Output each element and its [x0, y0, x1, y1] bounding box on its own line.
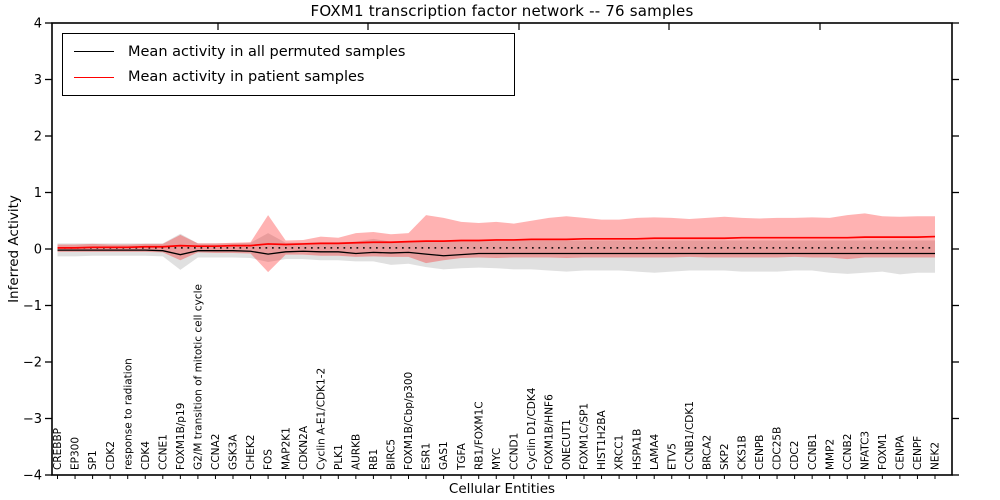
x-tick-label: CHEK2 [245, 435, 257, 470]
x-tick-label: CCNE1 [157, 434, 169, 470]
patient-mean-line [57, 235, 936, 249]
x-tick-label: CDC2 [789, 441, 801, 470]
x-tick-label: XRCC1 [614, 435, 626, 470]
x-tick-label: AURKB [350, 434, 362, 470]
y-tick-label: 1 [34, 186, 42, 201]
x-tick-label: RB1 [368, 449, 380, 470]
x-tick-label: Cyclin D1/CDK4 [526, 387, 538, 470]
permuted-mean-line [57, 249, 935, 257]
x-tick-label: FOXM1B/HNF6 [544, 394, 556, 470]
x-tick-label: CCNB1/CDK1 [684, 401, 696, 470]
x-tick-label: CCND1 [508, 433, 520, 470]
x-tick-label: TGFA [456, 442, 468, 471]
y-tick-label: −4 [23, 469, 42, 484]
legend-item-patient: Mean activity in patient samples [74, 69, 514, 85]
x-tick-label: HIST1H2BA [596, 409, 608, 470]
x-tick-label: MYC [491, 448, 503, 470]
legend-line-sample-red [74, 76, 114, 78]
y-tick-label: −1 [23, 299, 42, 314]
x-tick-label: CENPF [912, 436, 924, 470]
x-tick-label: MAP2K1 [280, 427, 292, 470]
y-tick-label: 3 [34, 73, 42, 88]
x-tick-label: NFATC3 [859, 431, 871, 470]
x-tick-label: FOXM1B/Cbp/p300 [403, 372, 415, 470]
x-tick-label: CREBBP [52, 428, 64, 470]
x-tick-label: SP1 [87, 450, 99, 470]
x-tick-label: Cyclin A-E1/CDK1-2 [315, 368, 327, 470]
x-tick-label: CKS1B [737, 435, 749, 470]
x-tick-label: CENPB [754, 435, 766, 470]
x-tick-label: GSK3A [228, 434, 240, 470]
x-tick-label: HSPA1B [631, 429, 643, 470]
x-tick-label: PLK1 [333, 444, 345, 470]
legend-label-patient: Mean activity in patient samples [128, 69, 365, 86]
chart-title: FOXM1 transcription factor network -- 76… [310, 2, 694, 20]
y-tick-label: 4 [34, 17, 42, 32]
x-tick-label: G2/M transition of mitotic cell cycle [193, 284, 205, 470]
x-tick-label: CDC25B [772, 427, 784, 470]
x-tick-label: CDK2 [105, 441, 117, 470]
x-tick-label: SKP2 [719, 443, 731, 470]
x-axis-title: Cellular Entities [448, 481, 556, 497]
x-tick-label: ETV5 [666, 443, 678, 470]
x-tick-label: CCNA2 [210, 434, 222, 470]
legend-item-permuted: Mean activity in all permuted samples [74, 44, 514, 60]
x-tick-label: FOXM1 [877, 433, 889, 470]
legend: Mean activity in all permuted samples Me… [62, 33, 515, 96]
x-tick-label: BIRC5 [386, 439, 398, 470]
y-tick-label: 0 [34, 243, 42, 258]
x-tick-label: RB1/FOXM1C [473, 401, 485, 470]
x-tick-label: FOXM1B/p19 [175, 403, 187, 470]
y-tick-label: −2 [23, 356, 42, 371]
y-tick-label: 2 [34, 130, 42, 145]
x-tick-label: GAS1 [438, 441, 450, 470]
x-tick-label: CENPA [895, 435, 907, 470]
x-tick-label: EP300 [70, 437, 82, 470]
y-tick-label: −3 [23, 412, 42, 427]
x-tick-label: FOXM1C/SP1 [579, 403, 591, 470]
legend-label-permuted: Mean activity in all permuted samples [128, 43, 406, 60]
x-tick-label: ESR1 [421, 443, 433, 470]
x-tick-label: CDK4 [140, 441, 152, 470]
x-tick-label: CCNB2 [842, 434, 854, 470]
x-tick-label: LAMA4 [649, 433, 661, 470]
y-axis-title: Inferred Activity [6, 195, 22, 303]
x-tick-label: ONECUT1 [561, 419, 573, 470]
x-tick-label: CCNB1 [807, 434, 819, 470]
x-tick-label: MMP2 [824, 439, 836, 470]
patient-band [57, 213, 935, 273]
x-tick-label: BRCA2 [701, 435, 713, 470]
x-tick-label: NEK2 [930, 442, 942, 470]
legend-line-sample-black [74, 51, 114, 53]
x-tick-label: FOS [263, 449, 275, 470]
x-tick-label: response to radiation [122, 358, 134, 470]
x-tick-label: CDKN2A [298, 425, 310, 470]
